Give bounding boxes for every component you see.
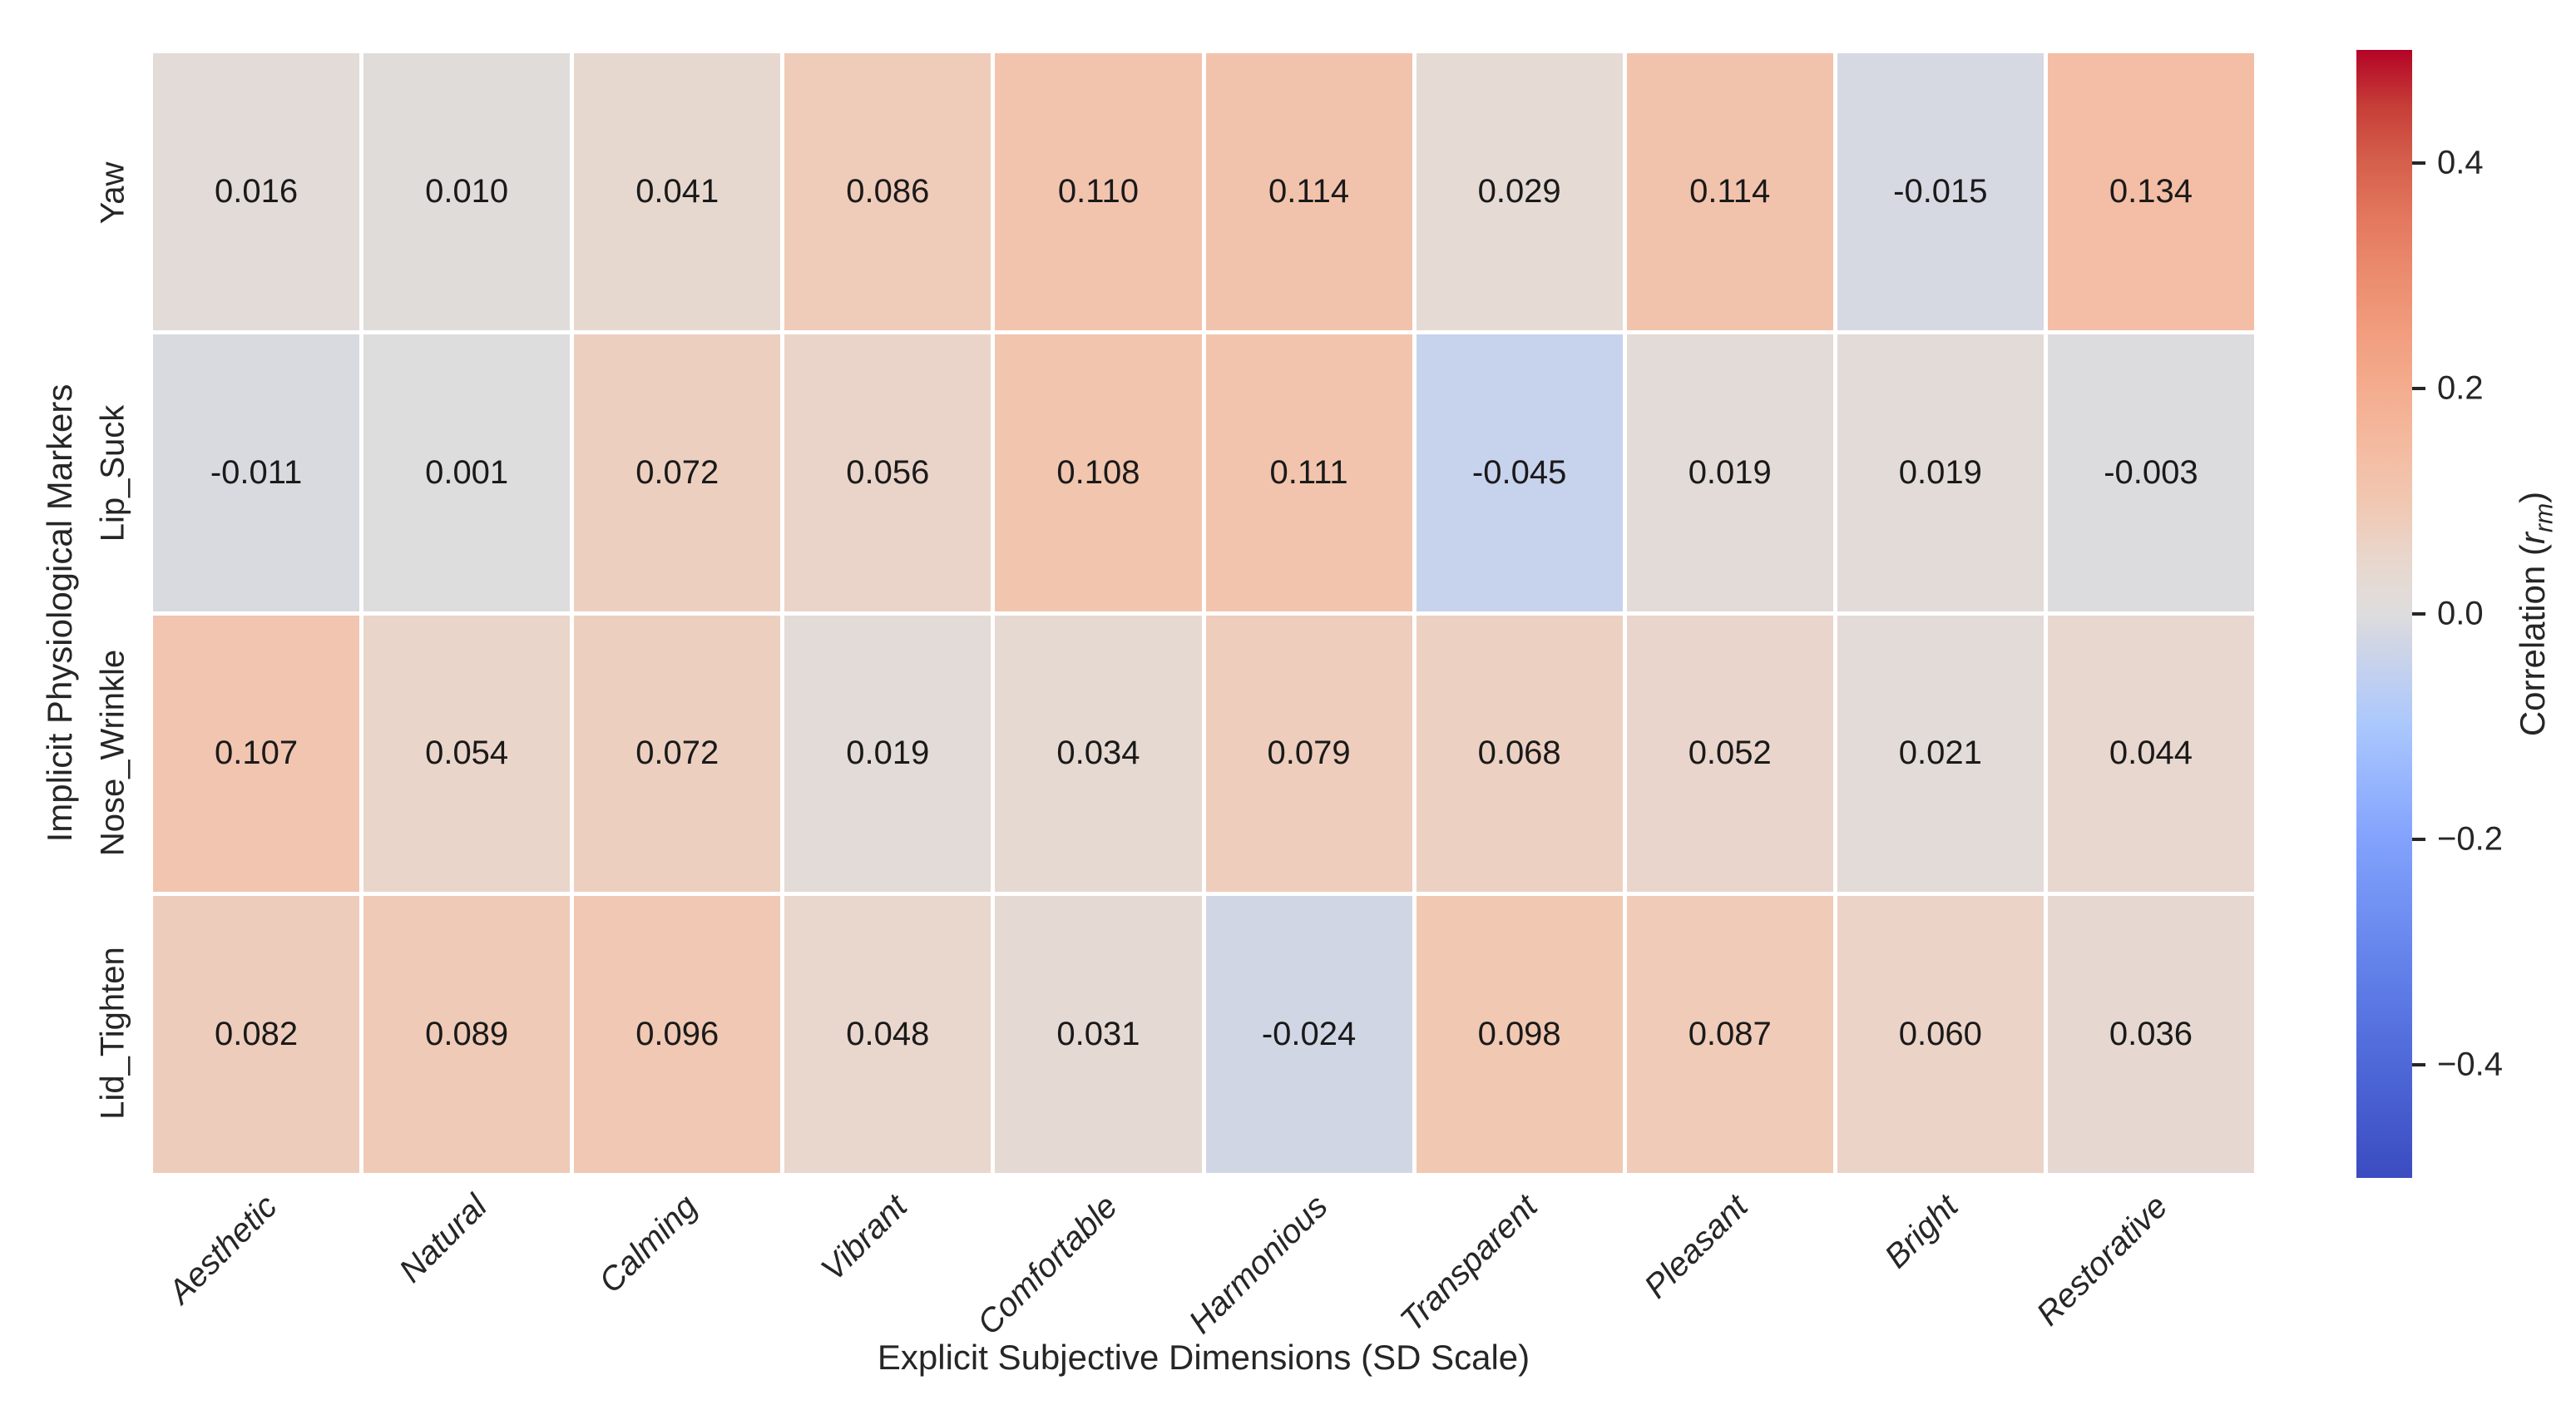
heatmap-cell: 0.079 [1205, 615, 1412, 893]
x-tick-label: Restorative [2030, 1188, 2175, 1333]
heatmap-cell: 0.034 [995, 615, 1202, 893]
heatmap-cell: 0.072 [574, 615, 781, 893]
x-tick-label: Bright [1877, 1188, 1965, 1276]
heatmap-cell: 0.029 [1416, 53, 1623, 330]
heatmap-cell: 0.041 [574, 53, 781, 330]
heatmap-cell: -0.015 [1837, 53, 2044, 330]
heatmap-cell: 0.031 [995, 896, 1202, 1173]
heatmap-cell: 0.114 [1205, 53, 1412, 330]
colorbar: 0.4 0.2 0.0 −0.2 −0.4 Correlation (rrm) [2356, 50, 2558, 1178]
heatmap-cell: 0.110 [995, 53, 1202, 330]
colorbar-label-subscript: rm [2530, 502, 2559, 533]
heatmap: 0.016 0.010 0.041 0.086 0.110 0.114 0.029 0.114… [153, 53, 2254, 1173]
colorbar-label: Correlation (rrm) [2513, 491, 2558, 737]
heatmap-cell: 0.019 [1626, 334, 1833, 611]
heatmap-cell: 0.086 [784, 53, 991, 330]
heatmap-cell: 0.108 [995, 334, 1202, 611]
heatmap-cell: -0.045 [1416, 334, 1623, 611]
heatmap-cell: 0.044 [2047, 615, 2254, 893]
heatmap-cell: 0.089 [363, 896, 571, 1173]
colorbar-tick-label: 0.2 [2437, 369, 2484, 407]
colorbar-label-suffix: ) [2513, 491, 2552, 503]
heatmap-cell: 0.021 [1837, 615, 2044, 893]
heatmap-cell: 0.048 [784, 896, 991, 1173]
colorbar-tick-label: −0.2 [2437, 820, 2503, 858]
heatmap-cell: 0.098 [1416, 896, 1623, 1173]
heatmap-cell: 0.068 [1416, 615, 1623, 893]
heatmap-cell: 0.114 [1626, 53, 1833, 330]
heatmap-cell: 0.019 [1837, 334, 2044, 611]
heatmap-cell: -0.003 [2047, 334, 2254, 611]
y-tick-label: Nose_Wrinkle [94, 650, 131, 857]
x-axis-title: Explicit Subjective Dimensions (SD Scale… [877, 1338, 1530, 1377]
y-tick-label: Lid_Tighten [94, 946, 131, 1120]
x-tick-label: Vibrant [813, 1188, 915, 1289]
x-tick-label: Transparent [1393, 1188, 1545, 1339]
heatmap-cell: 0.107 [153, 615, 360, 893]
heatmap-cell: -0.011 [153, 334, 360, 611]
heatmap-cell: 0.060 [1837, 896, 2044, 1173]
heatmap-cell: 0.056 [784, 334, 991, 611]
y-tick-label: Yaw [94, 161, 131, 225]
heatmap-cell: -0.024 [1205, 896, 1412, 1173]
colorbar-tick-mark [2412, 386, 2425, 390]
colorbar-tick-label: −0.4 [2437, 1046, 2503, 1083]
heatmap-cell: 0.134 [2047, 53, 2254, 330]
y-axis-title: Implicit Physiological Markers [40, 383, 79, 843]
heatmap-cell: 0.087 [1626, 896, 1833, 1173]
heatmap-cell: 0.016 [153, 53, 360, 330]
x-tick-label: Pleasant [1637, 1188, 1755, 1306]
colorbar-tick-mark [2412, 612, 2425, 616]
heatmap-cell: 0.036 [2047, 896, 2254, 1173]
colorbar-tick-mark [2412, 838, 2425, 842]
colorbar-label-text: Correlation ( [2513, 544, 2552, 737]
heatmap-cell: 0.019 [784, 615, 991, 893]
colorbar-tick-label: 0.0 [2437, 595, 2484, 632]
heatmap-cell: 0.096 [574, 896, 781, 1173]
heatmap-cell: 0.111 [1205, 334, 1412, 611]
heatmap-cell: 0.082 [153, 896, 360, 1173]
x-tick-label: Harmonious [1181, 1188, 1335, 1341]
colorbar-label-variable: r [2513, 532, 2552, 545]
colorbar-gradient [2356, 50, 2412, 1178]
heatmap-cell: 0.054 [363, 615, 571, 893]
heatmap-cell: 0.052 [1626, 615, 1833, 893]
x-tick-label: Aesthetic [161, 1188, 284, 1311]
heatmap-cell: 0.010 [363, 53, 571, 330]
colorbar-tick-mark [2412, 1063, 2425, 1067]
x-tick-label: Calming [591, 1188, 705, 1300]
x-tick-label: Natural [392, 1188, 495, 1290]
colorbar-tick-label: 0.4 [2437, 144, 2484, 181]
heatmap-cell: 0.001 [363, 334, 571, 611]
x-tick-label: Comfortable [970, 1188, 1125, 1343]
colorbar-tick-mark [2412, 161, 2425, 165]
heatmap-cell: 0.072 [574, 334, 781, 611]
y-tick-label: Lip_Suck [94, 404, 131, 542]
